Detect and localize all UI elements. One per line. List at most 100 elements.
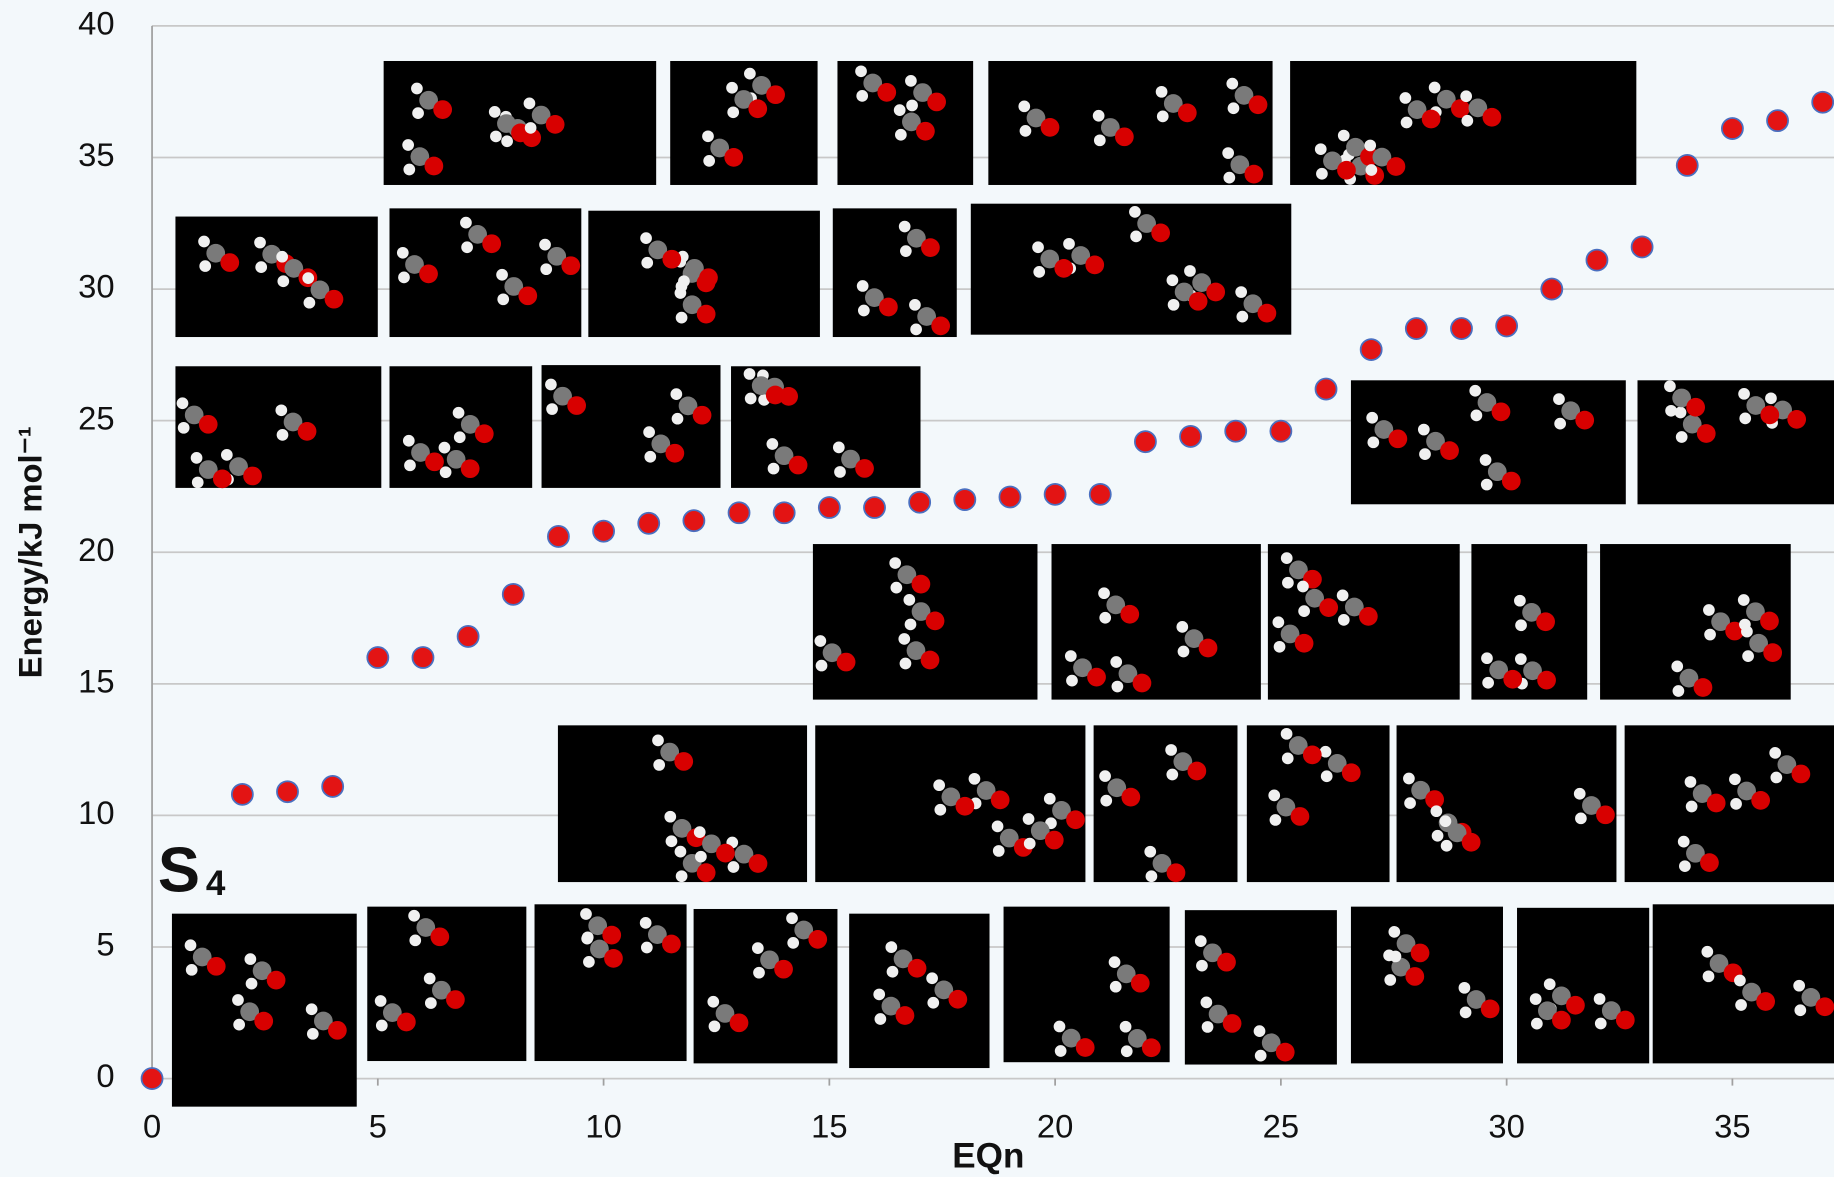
- atom: [1685, 800, 1698, 813]
- point: [1224, 419, 1248, 443]
- y-tick-label: 5: [96, 926, 114, 963]
- atom: [1738, 387, 1750, 400]
- atom: [1553, 393, 1565, 405]
- atom: [678, 275, 690, 288]
- atom: [1110, 656, 1123, 668]
- atom: [1273, 640, 1286, 653]
- atom: [266, 970, 286, 990]
- atom: [1756, 992, 1775, 1011]
- atom: [1701, 945, 1714, 958]
- atom: [1672, 388, 1691, 408]
- point: [1314, 377, 1338, 401]
- atom: [1530, 1017, 1543, 1030]
- atom: [1116, 964, 1136, 984]
- point: [1630, 235, 1654, 259]
- atom: [1760, 611, 1779, 631]
- atom: [1248, 95, 1268, 115]
- atom: [702, 834, 721, 854]
- atom: [1417, 423, 1430, 436]
- atom: [1320, 770, 1333, 783]
- atom: [934, 980, 954, 1000]
- atom: [1165, 744, 1177, 756]
- atom: [1040, 249, 1060, 269]
- x-tick-label: 15: [811, 1108, 847, 1145]
- atom: [1479, 454, 1492, 466]
- atom: [1760, 405, 1780, 425]
- atom: [1679, 668, 1699, 688]
- atom: [1742, 982, 1761, 1002]
- atom: [734, 90, 754, 109]
- atom: [1405, 967, 1425, 986]
- atom: [1763, 643, 1783, 662]
- atom: [1794, 1004, 1807, 1017]
- point: [1540, 277, 1564, 301]
- atom: [652, 734, 664, 747]
- atom: [1665, 404, 1677, 417]
- atom: [941, 787, 961, 807]
- atom: [262, 244, 282, 264]
- atom: [1552, 1010, 1571, 1030]
- atom: [1187, 761, 1207, 781]
- atom: [1692, 784, 1712, 803]
- atom: [1466, 990, 1486, 1009]
- atom: [1503, 669, 1523, 689]
- atom: [1537, 670, 1556, 690]
- atom: [518, 286, 538, 306]
- atom: [1388, 429, 1408, 449]
- atom: [430, 927, 450, 947]
- atom: [1196, 959, 1208, 972]
- atom: [905, 75, 917, 87]
- x-axis-label: EQn: [952, 1136, 1024, 1175]
- point: [908, 490, 932, 514]
- atom: [1682, 414, 1702, 434]
- atom: [707, 995, 720, 1008]
- atom: [252, 961, 272, 981]
- atom: [640, 941, 653, 954]
- atom: [1109, 980, 1122, 993]
- atom: [1384, 974, 1397, 986]
- atom: [643, 426, 655, 439]
- point: [1675, 153, 1699, 177]
- atom: [999, 828, 1019, 848]
- atom: [968, 772, 981, 785]
- atom: [1702, 970, 1715, 983]
- atom: [409, 934, 422, 947]
- atom: [1066, 810, 1085, 830]
- atom: [1439, 815, 1452, 828]
- atom: [1244, 164, 1264, 184]
- atom: [1426, 431, 1445, 451]
- atom: [1026, 108, 1046, 128]
- atom: [1151, 223, 1171, 243]
- atom: [497, 293, 510, 306]
- atom: [1487, 462, 1507, 482]
- point: [1043, 482, 1067, 506]
- atom: [220, 253, 240, 272]
- atom: [1227, 102, 1240, 115]
- atom: [1130, 230, 1142, 243]
- x-tick-label: 20: [1037, 1108, 1073, 1145]
- atom: [1268, 789, 1281, 802]
- atom: [1054, 258, 1074, 278]
- atom: [895, 1006, 915, 1025]
- atom: [232, 994, 244, 1006]
- point: [1179, 425, 1202, 448]
- atom: [192, 947, 212, 967]
- atom: [815, 659, 828, 672]
- atom: [233, 1018, 245, 1031]
- atom: [727, 106, 740, 119]
- atom: [695, 850, 707, 863]
- atom: [1543, 978, 1556, 991]
- atom: [474, 424, 494, 444]
- point: [1811, 90, 1834, 114]
- atom: [1192, 273, 1212, 293]
- atom: [1188, 291, 1208, 311]
- atom: [857, 304, 870, 317]
- atom: [206, 956, 226, 976]
- atom: [665, 443, 685, 463]
- structure-image: [812, 544, 1038, 700]
- point: [953, 488, 977, 512]
- atom: [1674, 406, 1687, 419]
- atom: [1294, 633, 1314, 653]
- atom: [460, 459, 480, 479]
- atom: [678, 396, 698, 416]
